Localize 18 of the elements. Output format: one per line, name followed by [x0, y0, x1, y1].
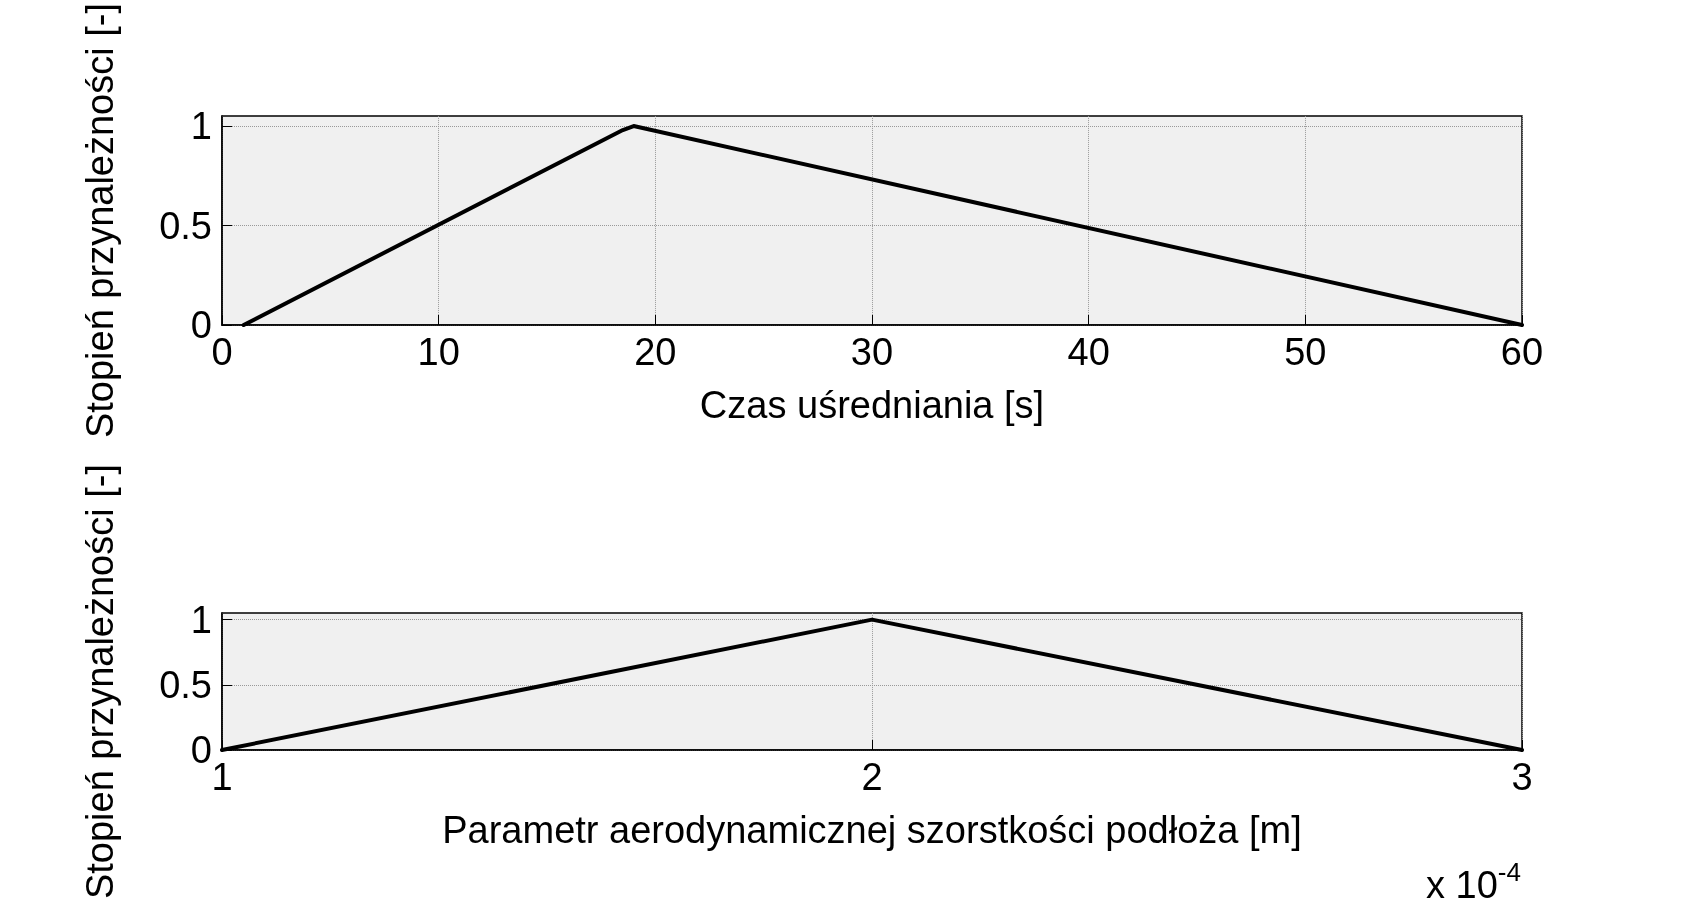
x-tick-label: 30 [850, 331, 894, 373]
y-tick-label: 0 [190, 304, 212, 346]
x-tick-label: 10 [417, 331, 460, 373]
y-axis-title: Stopień przynależności [-] [79, 3, 121, 439]
y-tick-label: 0.5 [159, 204, 212, 247]
x-axis-title: Czas uśredniania [s] [699, 384, 1045, 426]
y-axis-title: Stopień przynależności [-] [79, 464, 121, 900]
x-tick-label: 2 [861, 756, 883, 798]
x-tick-label: 3 [1511, 756, 1533, 798]
x-axis-title: Parametr aerodynamicznej szorstkości podłoża [m] [442, 809, 1302, 851]
y-tick-label: 1 [190, 598, 212, 641]
y-tick-label: 1 [190, 105, 212, 148]
x-tick-label: 40 [1067, 331, 1110, 373]
y-tick-label: 0.5 [159, 663, 212, 706]
y-tick-label: 0 [190, 729, 212, 771]
x-tick-label: 60 [1500, 331, 1544, 373]
x-tick-label: 20 [634, 331, 677, 373]
x-tick-label: 50 [1284, 331, 1327, 373]
